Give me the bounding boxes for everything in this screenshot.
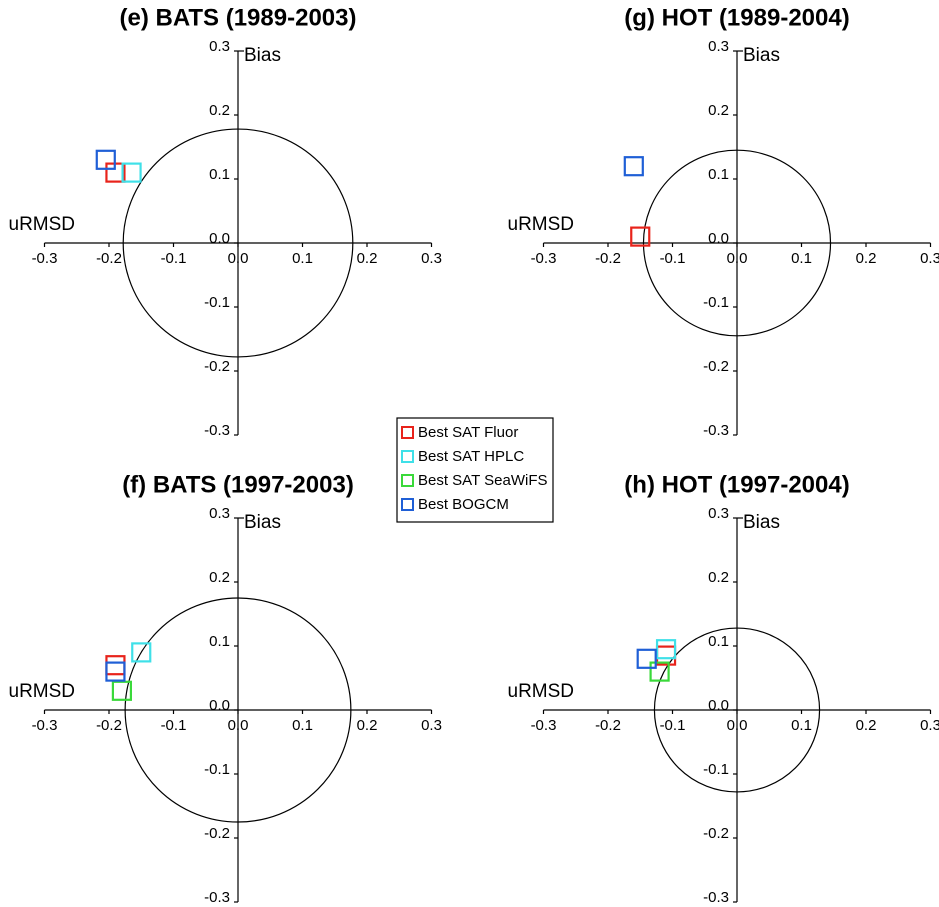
x-tick-label: -0.3 — [32, 717, 58, 734]
x-tick-label: 0.1 — [292, 250, 313, 267]
x-tick-label: 0.3 — [421, 250, 442, 267]
y-tick-label: -0.3 — [703, 889, 729, 906]
y-tick-label: -0.1 — [204, 294, 230, 311]
y-tick-label: -0.3 — [703, 422, 729, 439]
y-tick-label: -0.2 — [703, 825, 729, 842]
legend-label: Best SAT HPLC — [418, 448, 524, 465]
point — [623, 156, 644, 177]
x-axis-label: uRMSD — [9, 214, 76, 235]
x-tick-label: -0.1 — [660, 250, 686, 267]
y-tick-label: -0.1 — [703, 294, 729, 311]
x-tick-label: 0.0 — [228, 717, 249, 734]
point — [636, 648, 657, 669]
point — [95, 149, 116, 170]
x-tick-label: 0.2 — [856, 250, 877, 267]
y-tick-label: 0.2 — [209, 102, 230, 119]
x-tick-label: 0.2 — [357, 717, 378, 734]
y-tick-label: 0.3 — [209, 505, 230, 522]
legend-swatch — [401, 498, 414, 511]
x-tick-label: 0.1 — [292, 717, 313, 734]
y-axis-label: Bias — [743, 45, 780, 66]
x-tick-label: -0.2 — [96, 717, 122, 734]
y-tick-label: 0.1 — [708, 633, 729, 650]
x-tick-label: -0.2 — [96, 250, 122, 267]
x-tick-label: 0.0 — [228, 250, 249, 267]
y-tick-label: 0.0 — [708, 697, 729, 714]
y-tick-label: 0.1 — [708, 166, 729, 183]
x-tick-label: 0.2 — [357, 250, 378, 267]
reference-circle — [653, 627, 821, 793]
y-tick-label: 0.2 — [708, 102, 729, 119]
x-tick-label: 0.1 — [791, 717, 812, 734]
point — [655, 639, 677, 660]
x-tick-label: -0.3 — [32, 250, 58, 267]
y-tick-label: 0.2 — [209, 569, 230, 586]
y-axis-label: Bias — [244, 45, 281, 66]
legend-swatch — [401, 474, 414, 487]
chart-title: (f) BATS (1997-2003) — [122, 471, 354, 498]
y-tick-label: 0.3 — [209, 38, 230, 55]
point — [649, 661, 670, 682]
x-tick-label: 0.3 — [920, 250, 939, 267]
x-tick-label: 0.0 — [727, 717, 748, 734]
point — [105, 661, 126, 682]
x-tick-label: -0.1 — [660, 717, 686, 734]
chart-title: (g) HOT (1989-2004) — [624, 4, 849, 31]
y-tick-label: 0.0 — [708, 230, 729, 247]
x-tick-label: -0.1 — [161, 250, 187, 267]
x-tick-label: 0.1 — [791, 250, 812, 267]
point — [111, 680, 133, 701]
x-tick-label: 0.3 — [920, 717, 939, 734]
x-tick-label: -0.3 — [531, 717, 557, 734]
x-tick-label: -0.2 — [595, 717, 621, 734]
y-tick-label: 0.0 — [209, 230, 230, 247]
legend — [396, 417, 554, 523]
x-axis-label: uRMSD — [508, 681, 575, 702]
y-tick-label: -0.3 — [204, 889, 230, 906]
reference-circle — [124, 597, 352, 823]
x-axis-label: uRMSD — [9, 681, 76, 702]
y-axis-label: Bias — [244, 512, 281, 533]
x-tick-label: 0.2 — [856, 717, 877, 734]
y-tick-label: 0.1 — [209, 166, 230, 183]
y-tick-label: -0.3 — [204, 422, 230, 439]
point — [630, 226, 651, 247]
point — [121, 162, 142, 183]
chart-title: (e) BATS (1989-2003) — [120, 4, 357, 31]
y-tick-label: 0.3 — [708, 38, 729, 55]
x-tick-label: -0.1 — [161, 717, 187, 734]
legend-label: Best SAT SeaWiFS — [418, 472, 548, 489]
legend-box — [396, 417, 554, 523]
point — [105, 655, 126, 676]
y-tick-label: -0.1 — [703, 761, 729, 778]
x-tick-label: -0.3 — [531, 250, 557, 267]
chart-title: (h) HOT (1997-2004) — [624, 471, 849, 498]
legend-swatch — [401, 450, 414, 463]
legend-label: Best SAT Fluor — [418, 424, 518, 441]
y-tick-label: -0.1 — [204, 761, 230, 778]
y-tick-label: -0.2 — [204, 358, 230, 375]
x-tick-label: -0.2 — [595, 250, 621, 267]
reference-circle — [642, 149, 832, 337]
reference-circle — [122, 128, 354, 358]
x-tick-label: 0.3 — [421, 717, 442, 734]
legend-label: Best BOGCM — [418, 496, 509, 513]
y-tick-label: 0.2 — [708, 569, 729, 586]
y-tick-label: 0.0 — [209, 697, 230, 714]
y-tick-label: -0.2 — [703, 358, 729, 375]
y-tick-label: -0.2 — [204, 825, 230, 842]
y-tick-label: 0.1 — [209, 633, 230, 650]
y-axis-label: Bias — [743, 512, 780, 533]
x-axis-label: uRMSD — [508, 214, 575, 235]
legend-swatch — [401, 426, 414, 439]
x-tick-label: 0.0 — [727, 250, 748, 267]
point — [131, 642, 152, 663]
y-tick-label: 0.3 — [708, 505, 729, 522]
